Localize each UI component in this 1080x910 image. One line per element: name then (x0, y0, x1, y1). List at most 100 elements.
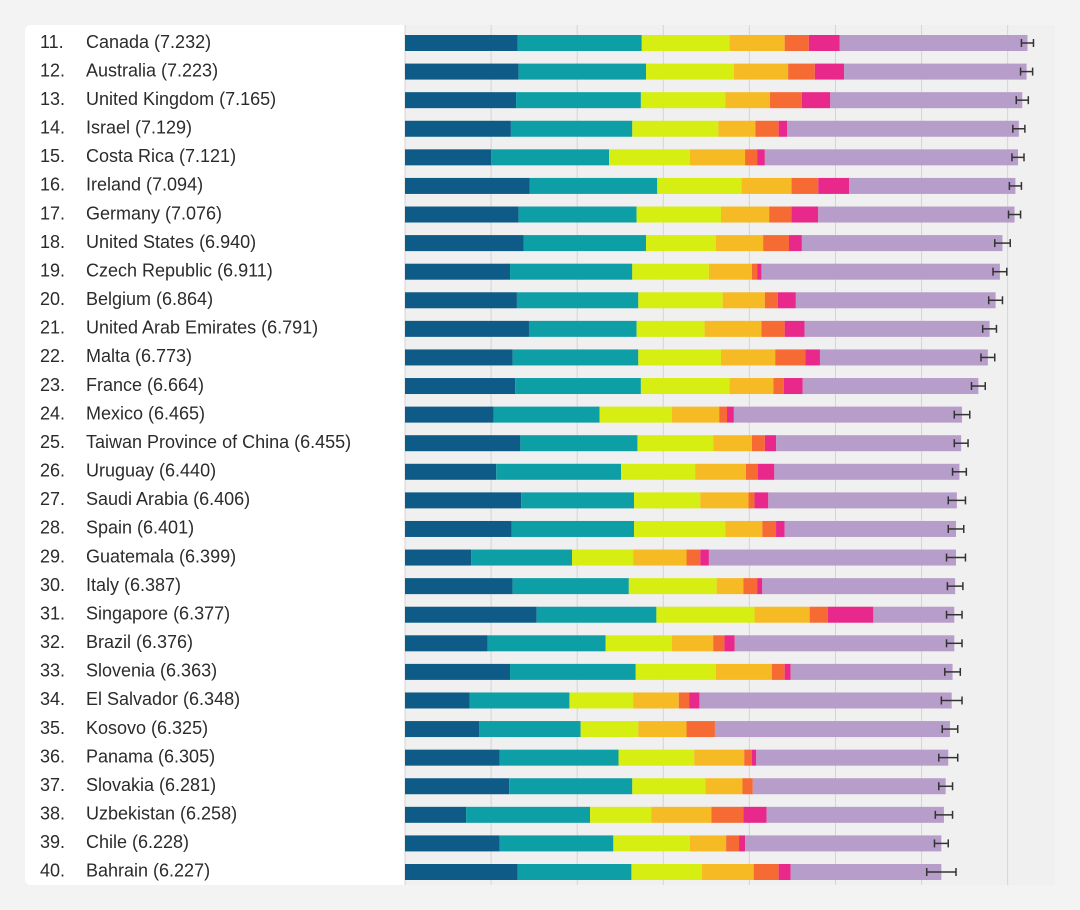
bar-segment (784, 520, 956, 537)
bar-segment (777, 292, 796, 309)
bar-segment (788, 63, 815, 80)
bar-segment (572, 549, 634, 566)
bar-segment (776, 435, 962, 452)
bar-segment (726, 406, 734, 423)
bar-segment (405, 635, 488, 652)
bar-segment (711, 806, 744, 823)
bar-segment (801, 235, 1003, 252)
bar-segment (744, 749, 752, 766)
bar-segment (405, 35, 518, 51)
bar-segment (801, 92, 831, 109)
bar-segment (827, 606, 874, 623)
bar-segment (769, 206, 792, 223)
category-label: Slovenia (6.363) (86, 661, 217, 681)
category-label: Slovakia (6.281) (86, 775, 216, 795)
bar-segment (632, 120, 719, 137)
error-bar (1015, 96, 1030, 105)
bar-segment (405, 778, 510, 795)
rank-label: 20. (40, 289, 65, 309)
bar-segment (754, 606, 810, 623)
category-label: Czech Republic (6.911) (86, 260, 273, 280)
bar-segment (499, 749, 619, 766)
bar-segment (634, 492, 701, 509)
bar-segment (725, 92, 771, 109)
rank-label: 37. (40, 775, 65, 795)
bar-segment (734, 635, 955, 652)
category-label: Mexico (6.465) (86, 403, 205, 423)
rank-label: 28. (40, 518, 65, 538)
error-bar (1012, 124, 1026, 133)
category-label: Bahrain (6.227) (86, 861, 210, 881)
error-bar (953, 439, 969, 448)
error-bar (938, 753, 959, 762)
bar-segment (491, 149, 610, 166)
bar-segment (621, 463, 696, 480)
error-bar (951, 467, 968, 476)
bar-segment (631, 863, 703, 880)
error-bar (981, 324, 998, 333)
bar-segment (590, 806, 652, 823)
bar-segment (716, 578, 744, 595)
error-bar (970, 382, 987, 391)
bar-segment (784, 663, 791, 680)
bar-segment (754, 492, 769, 509)
rank-label: 35. (40, 718, 65, 738)
bar-segment (783, 378, 803, 395)
bar-segment (775, 349, 806, 366)
bar-segment (722, 292, 765, 309)
bar-segment (405, 349, 513, 366)
bar-segment (809, 606, 828, 623)
bar-segment (405, 92, 517, 109)
error-bar (940, 696, 963, 705)
bar-segment (791, 206, 819, 223)
bar-segment (529, 177, 658, 194)
bar-segment (405, 578, 513, 595)
category-label: Kosovo (6.325) (86, 718, 208, 738)
bar-segment (405, 806, 467, 823)
rank-label: 21. (40, 318, 65, 338)
bar-segment (739, 835, 746, 852)
error-bar (925, 867, 957, 876)
bar-segment (724, 635, 735, 652)
bar-segment (510, 120, 633, 137)
bar-segment (805, 349, 820, 366)
bar-segment (757, 463, 775, 480)
bar-segment (405, 63, 519, 80)
bar-segment (656, 606, 755, 623)
error-bar (953, 410, 971, 419)
bar-segment (764, 435, 777, 452)
bar-segment (405, 235, 524, 252)
bar-segment (725, 520, 763, 537)
bar-segment (646, 235, 716, 252)
bar-segment (613, 835, 690, 852)
bar-segment (605, 635, 672, 652)
bar-segment (493, 406, 600, 423)
bar-segment (536, 606, 657, 623)
error-bar (934, 810, 954, 819)
bar-segment (405, 292, 517, 309)
category-label: Malta (6.773) (86, 346, 192, 366)
bar-segment (704, 320, 762, 337)
bar-segment (715, 663, 772, 680)
bar-segment (405, 606, 537, 623)
bar-segment (790, 863, 942, 880)
plot-area (405, 25, 1055, 885)
bar-segment (741, 177, 792, 194)
bar-segment (515, 378, 641, 395)
bar-segment (632, 263, 709, 280)
bar-segment (509, 778, 633, 795)
bar-segment (763, 235, 789, 252)
bar-segment (774, 463, 960, 480)
bar-segment (784, 35, 809, 51)
error-bar (980, 353, 996, 362)
bar-segment (791, 177, 819, 194)
bar-segment (788, 235, 802, 252)
bar-segment (518, 63, 647, 80)
category-label: Brazil (6.376) (86, 632, 193, 652)
bar-segment (633, 692, 679, 709)
error-bar (945, 610, 963, 619)
bar-segment (405, 435, 521, 452)
bar-segment (405, 492, 522, 509)
error-bar (941, 725, 959, 734)
